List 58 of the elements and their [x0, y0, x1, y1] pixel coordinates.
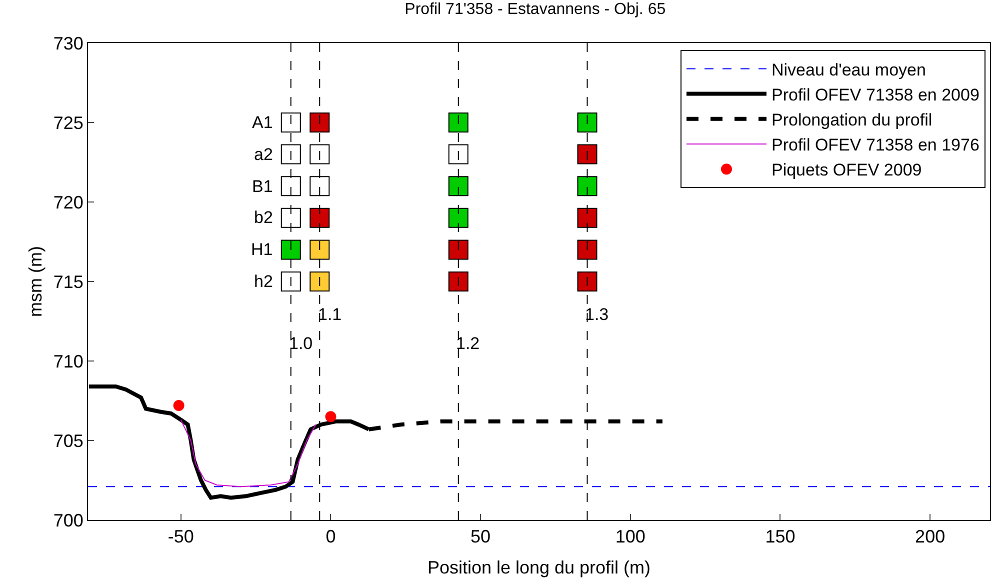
point	[577, 240, 598, 260]
point	[448, 272, 468, 292]
annotation: 1.2	[456, 334, 480, 353]
x-tick-label: 0	[326, 526, 336, 547]
x-axis-title: Position le long du profil (m)	[427, 558, 651, 578]
annotation: 1.1	[318, 305, 342, 324]
annotation: H1	[251, 240, 273, 259]
point	[310, 208, 330, 228]
point	[280, 176, 301, 196]
annotation: h2	[254, 272, 273, 291]
chart-title: Profil 71'358 - Estavannens - Obj. 65	[404, 1, 666, 18]
point	[577, 144, 598, 164]
y-tick-label: 710	[53, 351, 84, 372]
x-tick-label: 100	[615, 526, 646, 547]
x-tick-label: 150	[765, 526, 796, 547]
x-tick-label: -50	[168, 526, 194, 547]
x-tick-label: 200	[915, 526, 946, 547]
y-tick-label: 730	[53, 33, 84, 54]
point	[448, 176, 468, 196]
point	[448, 112, 468, 132]
point	[577, 176, 598, 196]
point	[173, 400, 184, 412]
legend-label: Profil OFEV 71358 en 2009	[771, 85, 980, 104]
point	[448, 144, 468, 164]
legend-label: Prolongation du profil	[771, 110, 932, 130]
y-tick-label: 700	[53, 510, 84, 530]
annotation: 1.3	[585, 305, 609, 324]
annotation: a2	[254, 145, 273, 164]
point	[448, 240, 468, 260]
x-tick-label: 50	[470, 526, 491, 547]
y-tick-label: 725	[53, 112, 84, 133]
y-tick-label: 705	[53, 430, 84, 451]
annotation: 1.0	[289, 334, 313, 353]
point	[310, 112, 330, 132]
point	[577, 208, 598, 228]
y-tick-label: 715	[53, 272, 84, 292]
point	[577, 272, 598, 292]
point	[280, 144, 301, 164]
point	[280, 272, 301, 292]
legend-label: Niveau d'eau moyen	[771, 60, 926, 80]
annotation: A1	[252, 113, 273, 132]
point	[310, 272, 330, 292]
legend-label: Profil OFEV 71358 en 1976	[771, 136, 980, 155]
point	[280, 208, 301, 228]
point	[280, 112, 301, 132]
point	[310, 240, 330, 260]
point	[280, 240, 301, 260]
point	[310, 144, 330, 164]
line-series	[180, 419, 316, 488]
point	[577, 112, 598, 132]
point	[448, 208, 468, 228]
annotation: B1	[252, 177, 273, 196]
y-axis-title: msm (m)	[26, 246, 46, 317]
annotation: b2	[254, 208, 273, 227]
point	[310, 176, 330, 196]
y-tick-label: 720	[53, 192, 84, 212]
legend-label: Piquets OFEV 2009	[771, 160, 922, 180]
point	[325, 411, 336, 422]
